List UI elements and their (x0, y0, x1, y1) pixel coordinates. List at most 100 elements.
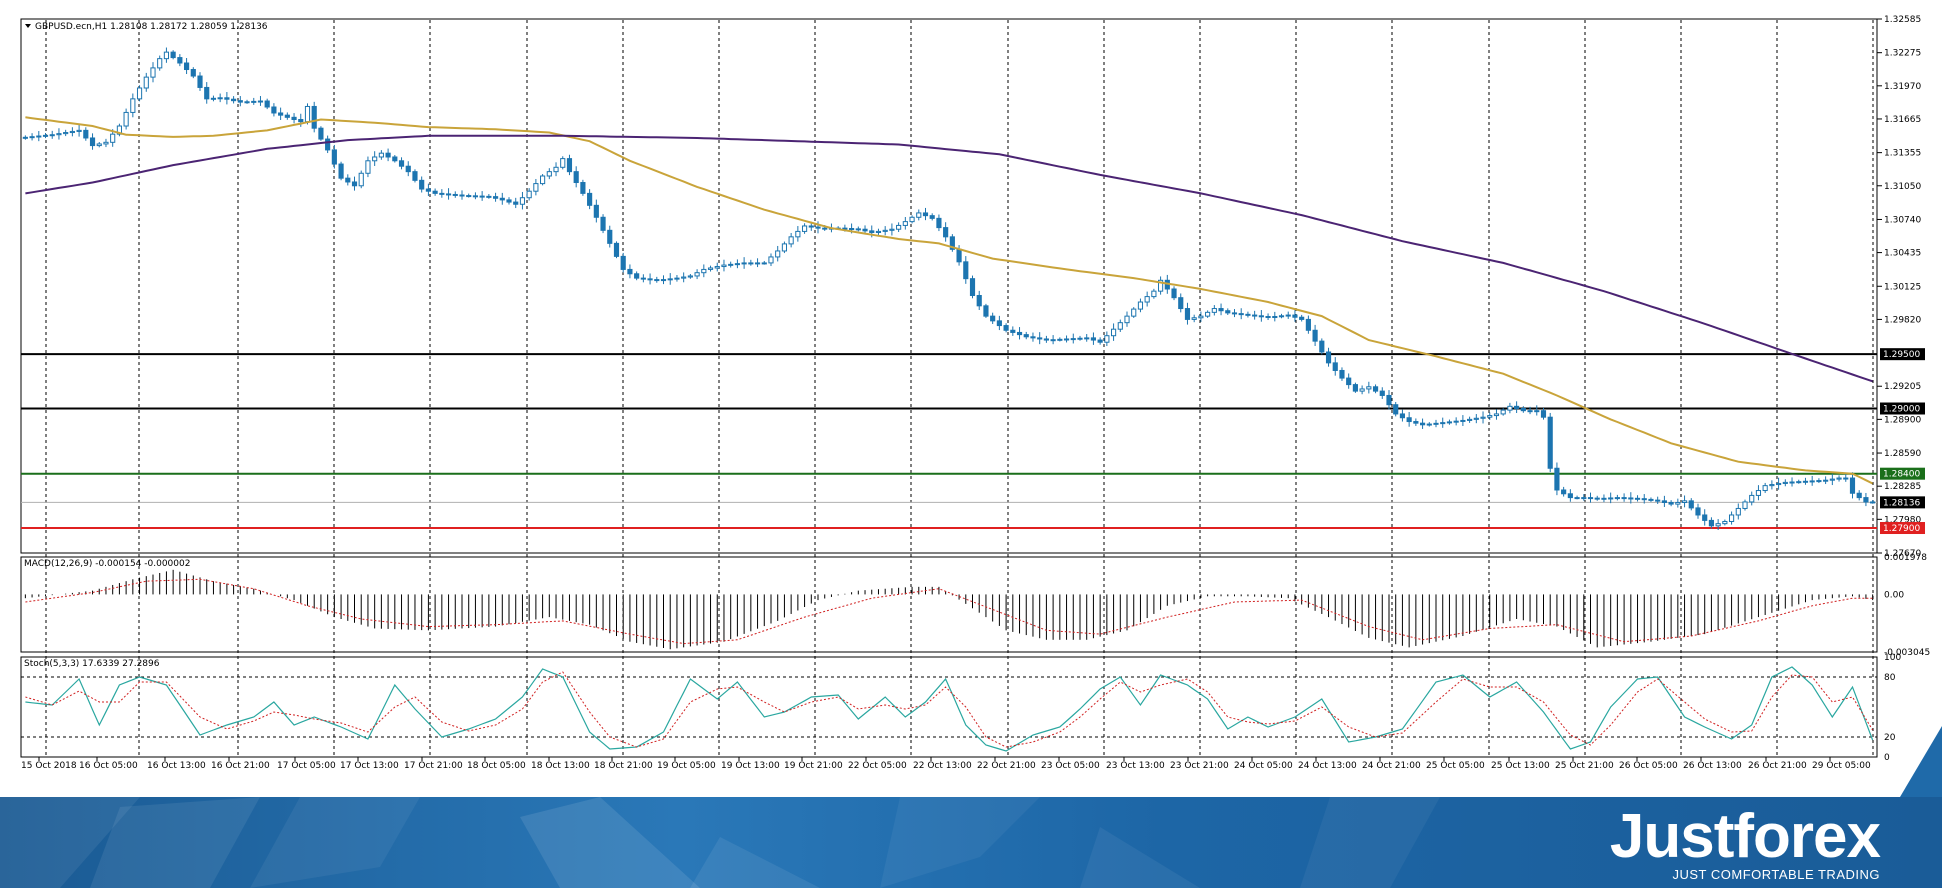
candle-bearish (1702, 514, 1708, 521)
candle-bearish (425, 188, 431, 192)
candle-bearish (1016, 331, 1023, 336)
candle-bullish (1198, 315, 1204, 319)
price-level-tag (1880, 496, 1925, 509)
candle-bearish (264, 100, 270, 108)
candle-bullish (1789, 481, 1795, 484)
stochastic-axis-label: 0 (1884, 753, 1890, 763)
x-axis-tick-label: 26 Oct 05:00 (1619, 761, 1678, 771)
candle-bearish (1231, 312, 1238, 315)
candle-bullish (902, 221, 908, 226)
candle-bearish (1171, 288, 1177, 299)
candle-bullish (244, 101, 250, 104)
y-axis-tick-label: 1.27670 (1884, 549, 1921, 559)
candle-bullish (1802, 480, 1809, 483)
candle-bullish (1467, 418, 1473, 421)
candle-bearish (949, 236, 955, 250)
y-axis-tick-label: 1.31355 (1884, 149, 1921, 159)
y-axis-tick-label: 1.31970 (1884, 82, 1921, 92)
candle-bullish (775, 250, 781, 258)
candle-bearish (170, 51, 176, 59)
candle-bearish (613, 242, 620, 257)
candle-bearish (1594, 497, 1600, 500)
candle-bearish (1708, 519, 1715, 527)
price-level-tag (1880, 348, 1925, 361)
candle-bearish (647, 278, 653, 281)
candle-bullish (103, 141, 109, 145)
candle-bullish (916, 212, 922, 218)
moving-average-slow (25, 134, 1873, 383)
candle-bullish (667, 278, 673, 281)
x-axis-tick-label: 17 Oct 05:00 (277, 761, 336, 771)
candle-bullish (1158, 279, 1164, 292)
x-axis-tick-label: 23 Oct 05:00 (1041, 761, 1100, 771)
y-axis-tick-label: 1.30435 (1884, 249, 1921, 259)
candle-bullish (909, 216, 915, 223)
candle-bearish (956, 248, 962, 263)
candle-bearish (1030, 336, 1036, 339)
candle-bullish (1601, 497, 1607, 500)
candle-bearish (1554, 467, 1560, 491)
panel-frame-3 (20, 656, 1878, 758)
candle-bearish (1319, 340, 1325, 353)
candle-bearish (1372, 386, 1379, 392)
candle-bearish (445, 193, 452, 196)
candle-bullish (1742, 501, 1748, 509)
candle-bearish (1655, 499, 1661, 502)
candle-bearish (412, 171, 418, 181)
candle-bullish (1446, 421, 1453, 424)
price-level-tag (1880, 522, 1925, 535)
moving-average-fast (25, 116, 1874, 485)
candle-bearish (929, 215, 935, 219)
candle-bearish (1863, 497, 1869, 503)
candle-bullish (163, 51, 170, 60)
brand-banner: Justforex JUST COMFORTABLE TRADING (0, 797, 1942, 888)
candle-bearish (183, 62, 190, 71)
candle-bearish (607, 229, 613, 244)
candle-bearish (1184, 308, 1191, 320)
candle-bullish (136, 87, 143, 100)
price-level-label: 1.27900 (1883, 524, 1920, 534)
price-level-label: 1.28136 (1883, 498, 1920, 508)
candle-bullish (1272, 316, 1278, 319)
candle-bearish (452, 193, 458, 196)
y-axis-tick-label: 1.28590 (1884, 449, 1921, 459)
candle-bearish (1386, 394, 1392, 406)
candle-bullish (130, 98, 136, 113)
price-level-label: 1.29500 (1883, 350, 1920, 360)
candle-bullish (76, 129, 82, 132)
candle-bearish (432, 190, 438, 194)
candle-bullish (257, 100, 264, 103)
candle-bearish (922, 212, 929, 217)
candle-bullish (701, 268, 707, 274)
candle-bullish (42, 134, 49, 137)
candle-bearish (1634, 497, 1641, 500)
candle-bullish (1084, 337, 1090, 340)
stochastic-main-line (25, 666, 1874, 752)
candle-bullish (1285, 314, 1291, 317)
candle-bearish (1292, 314, 1298, 318)
candle-bullish (681, 276, 687, 279)
candle-bearish (1090, 337, 1097, 341)
x-axis-tick-label: 25 Oct 13:00 (1491, 761, 1550, 771)
candle-bearish (842, 227, 848, 230)
candle-bullish (795, 230, 801, 238)
price-level-label: 1.28400 (1883, 470, 1920, 480)
candle-bearish (1238, 313, 1244, 316)
candle-bearish (479, 195, 485, 198)
candle-bearish (325, 138, 331, 151)
y-axis-tick-label: 1.30125 (1884, 282, 1921, 292)
candle-bearish (1628, 497, 1634, 500)
candle-bearish (1514, 405, 1520, 409)
chart-svg[interactable]: 15 Oct 2018 16 Oct 05:00 16 Oct 13:00 16 Oc… (0, 0, 1942, 797)
candle-bullish (210, 97, 217, 100)
candle-bullish (748, 262, 754, 265)
candle-bearish (345, 177, 351, 183)
candle-bullish (378, 152, 384, 158)
candle-bearish (405, 165, 411, 173)
candle-bearish (1668, 501, 1674, 505)
candle-bullish (49, 134, 55, 137)
candle-bullish (546, 171, 552, 177)
x-axis-tick-label: 23 Oct 21:00 (1170, 761, 1229, 771)
candle-bearish (197, 75, 203, 88)
